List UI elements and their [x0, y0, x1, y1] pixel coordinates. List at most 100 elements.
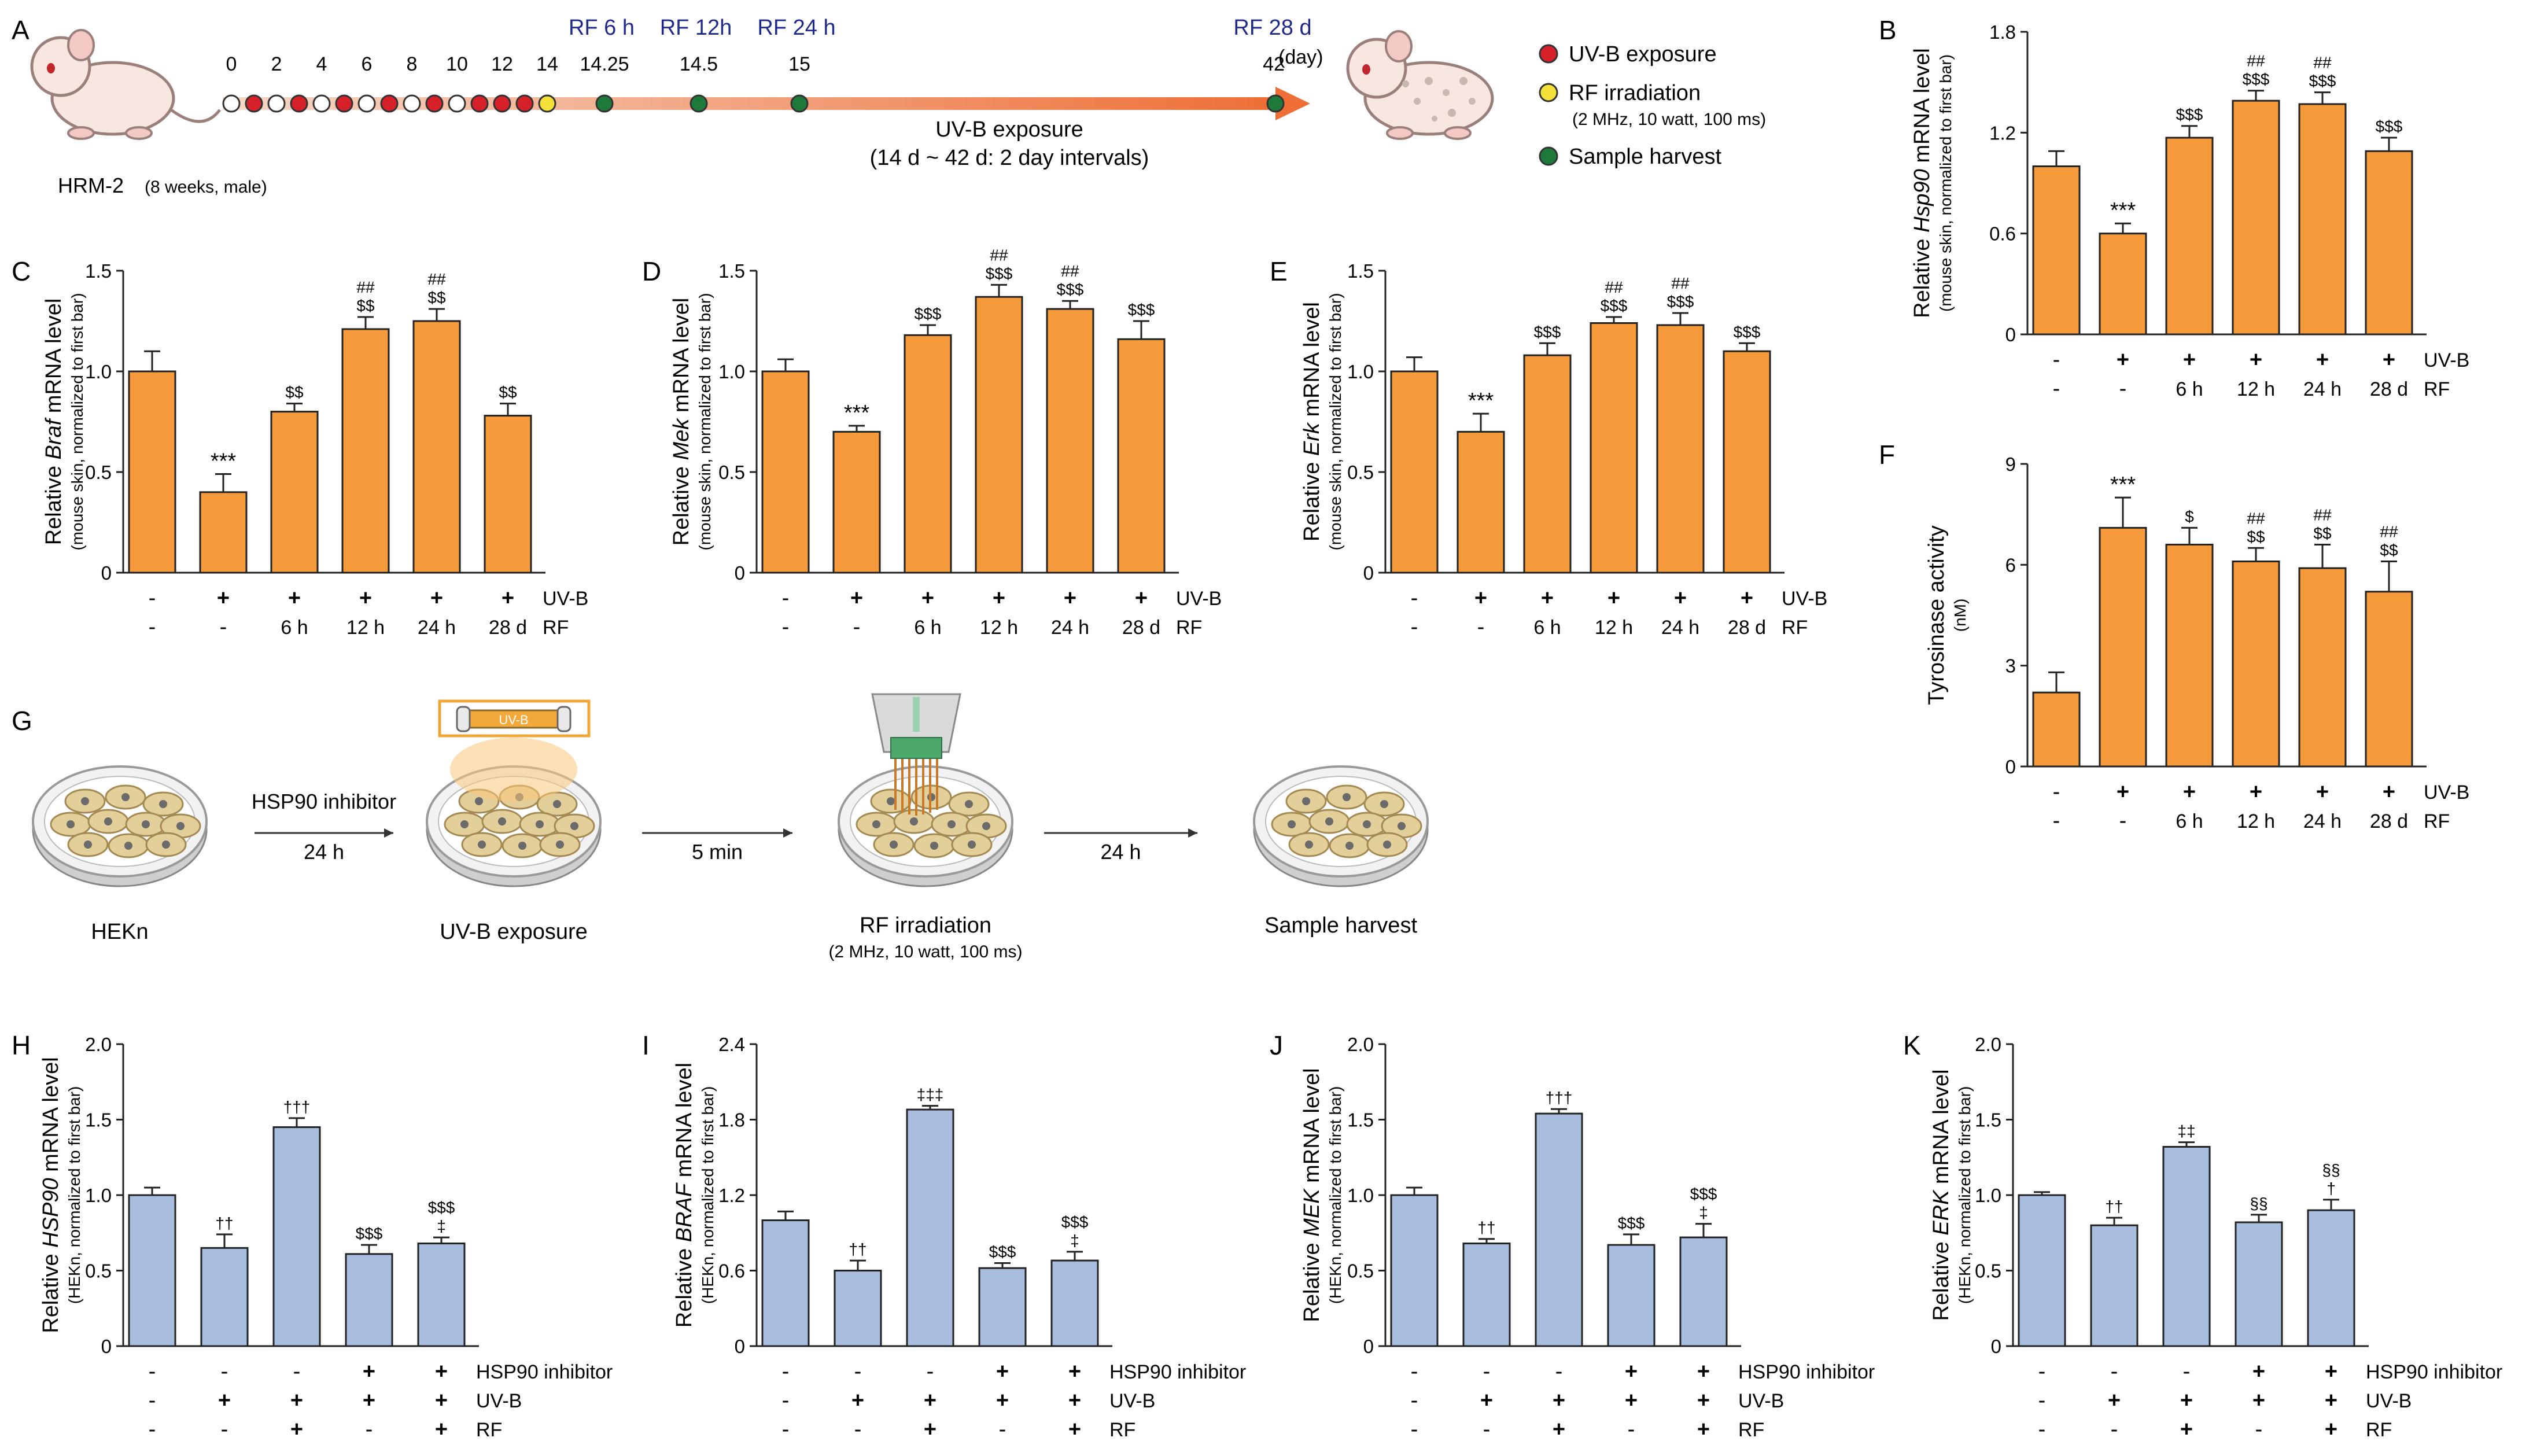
significance-label: †† — [849, 1240, 867, 1258]
y-tick-label: 1.0 — [1347, 1185, 1374, 1206]
condition-inhibitor-value: - — [1411, 1359, 1418, 1384]
significance-label: $$$ — [1601, 297, 1628, 315]
timeline-dot — [245, 94, 263, 113]
timeline-dot — [425, 94, 444, 113]
significance-label: $$$ — [356, 1225, 383, 1243]
cell-nucleus — [1305, 841, 1313, 849]
condition-uvb-value: + — [850, 586, 863, 610]
y-tick-label: 1.5 — [1347, 1109, 1374, 1131]
condition-rf-value: 28 d — [2370, 378, 2408, 400]
day-unit-label: (day) — [1278, 46, 1323, 68]
timeline-dot — [403, 94, 421, 113]
y-axis-sublabel: (mouse skin, normalized to first bar) — [696, 293, 714, 550]
cell-nucleus — [460, 820, 469, 828]
condition-row-label: UV-B — [1782, 588, 1827, 610]
condition-row-label: UV-B — [2366, 1390, 2412, 1412]
bar — [2162, 1145, 2211, 1347]
y-axis-label-pre: Relative — [669, 460, 694, 546]
condition-uvb-value: + — [993, 586, 1005, 610]
condition-rf-value: + — [1553, 1417, 1565, 1442]
bar — [1050, 1259, 1099, 1347]
harvest-dot — [1266, 94, 1285, 113]
y-tick-label: 0 — [2005, 756, 2016, 777]
bar — [412, 320, 461, 574]
significance-label: ## — [2380, 523, 2398, 541]
lamp-label: UV-B — [499, 713, 528, 727]
significance-label: ## — [2313, 54, 2332, 72]
condition-rf-value: - — [854, 1417, 862, 1442]
bar — [1457, 430, 1505, 574]
condition-uvb-value: - — [2038, 1388, 2046, 1413]
bar — [1656, 324, 1705, 574]
y-tick-label: 0.5 — [1975, 1260, 2001, 1282]
condition-row-label: HSP90 inhibitor — [2366, 1361, 2502, 1383]
y-axis-label-pre: Relative — [1929, 1236, 1953, 1321]
y-axis-label-pre: Relative — [1300, 1237, 1324, 1322]
condition-rf-value: 24 h — [1051, 617, 1089, 639]
y-axis-sublabel: (mouse skin, normalized to first bar) — [68, 293, 86, 550]
significance-label: ## — [427, 270, 446, 288]
timeline-dot — [312, 94, 331, 113]
y-axis-label-gene: MEK — [1300, 1188, 1324, 1237]
cell-nucleus — [890, 841, 898, 849]
condition-uvb-value: - — [149, 586, 156, 610]
y-tick-label: 0 — [1991, 1336, 2001, 1357]
condition-row-label: RF — [1109, 1419, 1135, 1441]
harvest-day-label: 14.25 — [580, 53, 629, 75]
legend-marker-uvb — [1539, 44, 1558, 64]
significance-label: ‡ — [1699, 1204, 1708, 1222]
bar — [2018, 1194, 2066, 1347]
step-rf-note: (2 MHz, 10 watt, 100 ms) — [828, 942, 1022, 961]
y-tick-label: 1.2 — [1989, 122, 2016, 143]
legend-rf: RF irradiation — [1569, 81, 1701, 105]
y-tick-label: 1.0 — [718, 361, 745, 382]
condition-rf-value: - — [2119, 809, 2127, 833]
bar — [2307, 1209, 2355, 1347]
y-axis-label-gene: BRAF — [672, 1182, 696, 1242]
condition-inhibitor-value: + — [2252, 1359, 2265, 1384]
condition-row-label: RF — [543, 617, 569, 639]
timeline-dot — [515, 94, 534, 113]
step-uvb: UV-B exposure — [440, 920, 588, 944]
bar — [2165, 137, 2214, 336]
y-axis-label-post: Tyrosinase activity — [1924, 525, 1949, 705]
cell-nucleus — [498, 817, 506, 825]
cell-nucleus — [104, 817, 112, 825]
condition-rf-value: - — [782, 1417, 790, 1442]
y-axis-label-pre: Relative — [1910, 233, 1934, 318]
significance-label: $$$ — [989, 1243, 1016, 1260]
condition-rf-value: 28 d — [2370, 810, 2408, 832]
condition-uvb-value: + — [2383, 780, 2395, 804]
cell-nucleus — [556, 841, 564, 849]
cell-nucleus — [67, 820, 75, 828]
arrow-label-2: (14 d ~ 42 d: 2 day intervals) — [870, 146, 1149, 170]
condition-rf-value: - — [2111, 1417, 2118, 1442]
condition-uvb-value: - — [1411, 1388, 1418, 1413]
step-rf: RF irradiation — [860, 913, 991, 938]
condition-uvb-value: - — [1411, 586, 1418, 610]
panel-label-e: E — [1270, 256, 1288, 286]
condition-inhibitor-value: + — [2325, 1359, 2337, 1384]
y-axis-label: Relative MEK mRNA level — [1300, 1068, 1324, 1322]
y-axis-sublabel: (HEKn, normalized to first bar) — [65, 1086, 83, 1304]
y-axis-label-gene: Mek — [669, 418, 694, 460]
condition-rf-value: - — [220, 615, 227, 639]
bar — [2032, 165, 2081, 336]
condition-inhibitor-value: + — [363, 1359, 375, 1384]
condition-uvb-value: + — [2183, 348, 2196, 372]
day-label: 4 — [316, 53, 327, 75]
condition-uvb-value: + — [2252, 1388, 2265, 1413]
bar — [2235, 1221, 2283, 1347]
harvest-dot — [595, 94, 614, 113]
bar — [272, 1126, 321, 1347]
bar — [2298, 567, 2347, 768]
bar — [834, 1270, 882, 1347]
timeline-dot — [357, 94, 376, 113]
significance-label: $$ — [2247, 528, 2265, 545]
condition-uvb-value: + — [288, 586, 301, 610]
timeline-dot — [335, 94, 353, 113]
cell-nucleus — [887, 797, 895, 805]
panel-label-h: H — [12, 1030, 31, 1060]
